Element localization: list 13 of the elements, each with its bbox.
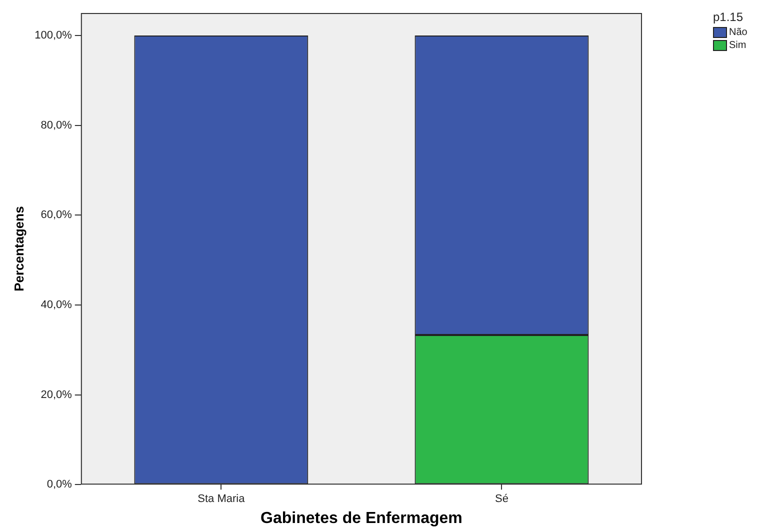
y-tick-label: 80,0% xyxy=(40,119,72,132)
legend-title: p1.15 xyxy=(713,10,744,24)
x-tick-label: Sta Maria xyxy=(198,493,246,506)
y-tick-label: 0,0% xyxy=(46,478,72,491)
y-axis-title: Percentagens xyxy=(11,206,26,292)
x-axis-title: Gabinetes de Enfermagem xyxy=(260,510,462,527)
x-tick-label: Sé xyxy=(494,493,508,506)
legend-label: Sim xyxy=(729,40,746,51)
y-tick-label: 100,0% xyxy=(34,29,72,42)
y-tick-label: 60,0% xyxy=(40,209,72,222)
y-tick-label: 40,0% xyxy=(40,298,72,311)
y-tick-label: 20,0% xyxy=(40,388,72,401)
legend: p1.15 Não Sim xyxy=(713,10,748,52)
